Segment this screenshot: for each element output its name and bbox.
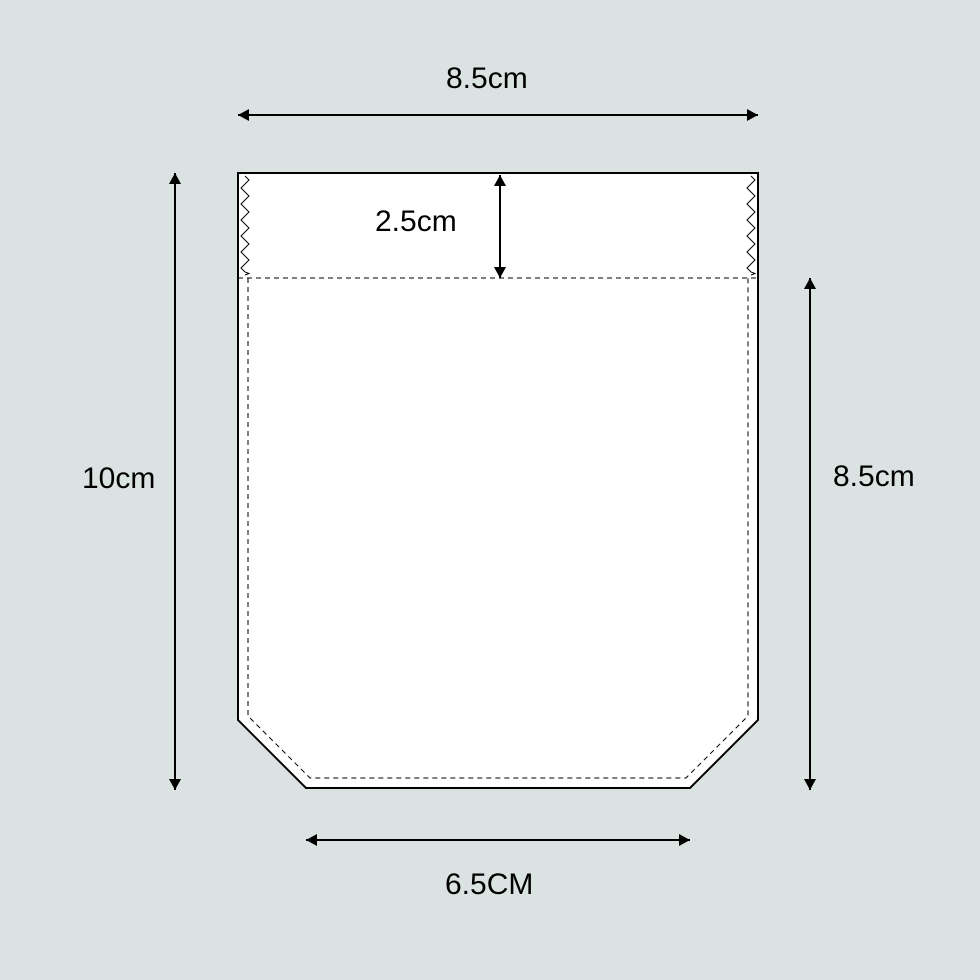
dim-bottom-width-label: 6.5CM <box>445 868 533 902</box>
dim-top-width-label: 8.5cm <box>446 62 528 96</box>
dim-band-height-label: 2.5cm <box>375 205 457 239</box>
dim-right-height-label: 8.5cm <box>833 460 915 494</box>
diagram-canvas: 8.5cm 10cm 8.5cm 2.5cm 6.5CM <box>0 0 980 980</box>
dim-left-height-label: 10cm <box>82 462 155 496</box>
